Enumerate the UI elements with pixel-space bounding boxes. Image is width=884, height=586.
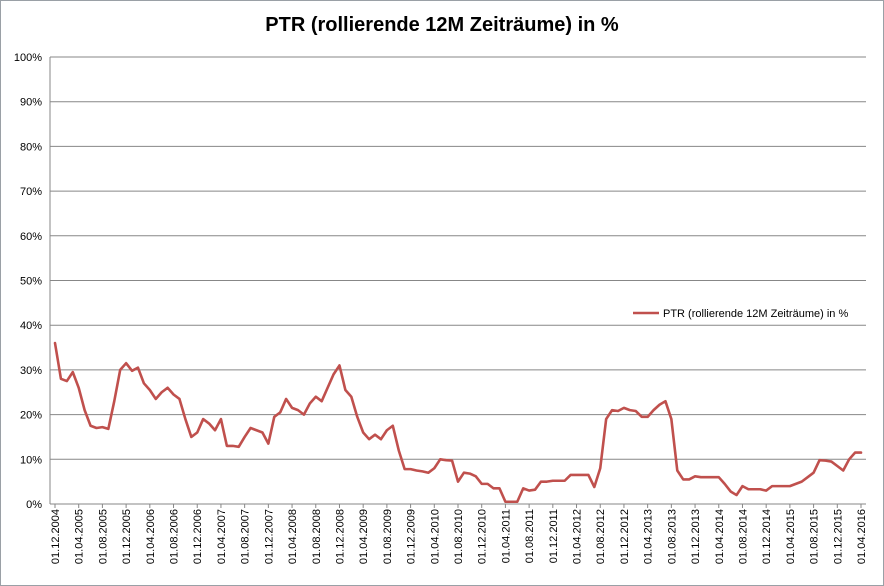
x-tick-label: 01.08.2006: [169, 509, 181, 564]
chart-title: PTR (rollierende 12M Zeiträume) in %: [265, 14, 619, 36]
x-tick-label: 01.08.2009: [382, 509, 394, 564]
y-tick-label: 70%: [20, 186, 42, 198]
y-tick-label: 30%: [20, 365, 42, 377]
x-tick-label: 01.04.2006: [145, 509, 157, 564]
y-tick-label: 50%: [20, 276, 42, 288]
x-tick-label: 01.04.2015: [785, 509, 797, 564]
x-tick-label: 01.04.2011: [500, 509, 512, 563]
x-tick-label: 01.12.2010: [477, 509, 489, 564]
y-tick-label: 0%: [26, 499, 42, 511]
x-tick-label: 01.04.2009: [358, 509, 370, 564]
x-tick-label: 01.04.2007: [216, 509, 228, 564]
x-tick-label: 01.08.2007: [240, 509, 252, 564]
x-tick-label: 01.12.2005: [121, 509, 133, 564]
x-tick-label: 01.08.2008: [311, 509, 323, 564]
x-tick-label: 01.08.2014: [737, 509, 749, 564]
series-line: [53, 341, 863, 504]
y-tick-label: 40%: [20, 320, 42, 332]
y-tick-label: 60%: [20, 231, 42, 243]
x-tick-label: 01.12.2007: [263, 509, 275, 564]
x-tick-label: 01.12.2011: [548, 509, 560, 563]
x-tick-label: 01.12.2014: [761, 509, 773, 564]
x-tick-label: 01.12.2009: [406, 509, 418, 564]
y-tick-label: 80%: [20, 141, 42, 153]
y-tick-label: 20%: [20, 410, 42, 422]
x-tick-label: 01.12.2015: [832, 509, 844, 564]
x-tick-label: 01.08.2015: [809, 509, 821, 564]
legend-label: PTR (rollierende 12M Zeiträume) in %: [663, 308, 848, 320]
x-tick-label: 01.08.2012: [595, 509, 607, 564]
x-tick-label: 01.04.2012: [572, 509, 584, 564]
x-tick-label: 01.12.2004: [50, 509, 62, 564]
x-tick-label: 01.08.2013: [666, 509, 678, 564]
x-tick-label: 01.12.2013: [690, 509, 702, 564]
y-tick-label: 100%: [14, 52, 42, 64]
y-tick-label: 10%: [20, 454, 42, 466]
x-tick-label: 01.04.2005: [74, 509, 86, 564]
x-tick-label: 01.08.2010: [453, 509, 465, 564]
x-tick-label: 01.04.2013: [643, 509, 655, 564]
x-tick-label: 01.12.2008: [334, 509, 346, 564]
y-tick-label: 90%: [20, 97, 42, 109]
x-tick-label: 01.04.2008: [287, 509, 299, 564]
x-tick-label: 01.04.2010: [429, 509, 441, 564]
x-tick-label: 01.08.2011: [524, 509, 536, 563]
x-tick-label: 01.12.2012: [619, 509, 631, 564]
x-tick-label: 01.04.2016: [856, 509, 868, 564]
x-tick-label: 01.08.2005: [97, 509, 109, 564]
x-tick-label: 01.12.2006: [192, 509, 204, 564]
x-tick-label: 01.04.2014: [714, 509, 726, 564]
